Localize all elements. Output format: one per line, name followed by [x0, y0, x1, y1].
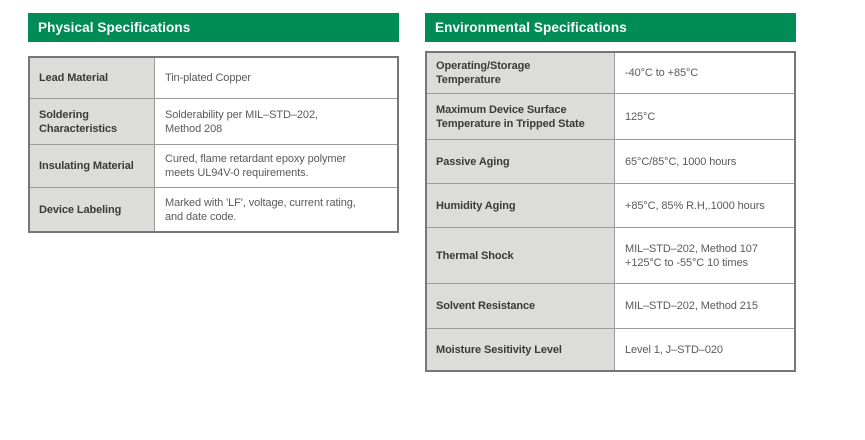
spec-value-cell: Level 1, J–STD–020 [625, 343, 723, 356]
spec-value-cell: -40°C to +85°C [625, 67, 699, 79]
spec-value-cell: +85°C, 85% R.H,.1000 hours [625, 199, 765, 212]
spec-value-cell: Cured, flame retardant epoxy polymer mee… [165, 153, 347, 179]
spec-label-cell: Device Labeling [30, 188, 155, 231]
spec-value-cell: Marked with 'LF', voltage, current ratin… [165, 196, 356, 223]
spec-value-cell: 125°C [625, 110, 656, 123]
table-row: Lead Material Tin-plated Copper [30, 58, 397, 98]
physical-specifications-section: Physical Specifications Lead Material Ti… [28, 13, 399, 233]
spec-label-cell: Solvent Resistance [427, 284, 615, 328]
spec-value-cell: Tin-plated Copper [165, 72, 251, 84]
table-row: Device Labeling Marked with 'LF', voltag… [30, 187, 397, 231]
environmental-specifications-header: Environmental Specifications [425, 13, 796, 42]
table-row: Passive Aging 65°C/85°C, 1000 hours [427, 139, 794, 183]
spec-label-cell: Thermal Shock [427, 228, 615, 283]
spec-label-cell: Operating/Storage Temperature [427, 53, 615, 93]
environmental-specifications-title: Environmental Specifications [435, 20, 627, 35]
physical-specifications-header: Physical Specifications [28, 13, 399, 42]
physical-specifications-table: Lead Material Tin-plated Copper Solderin… [28, 56, 399, 233]
table-row: Operating/Storage Temperature -40°C to +… [427, 53, 794, 93]
physical-specifications-title: Physical Specifications [38, 20, 191, 35]
table-row: Humidity Aging +85°C, 85% R.H,.1000 hour… [427, 183, 794, 227]
spec-value-cell: MIL–STD–202, Method 215 [625, 300, 758, 312]
spec-label-cell: Humidity Aging [427, 184, 615, 227]
spec-label-cell: Lead Material [30, 58, 155, 98]
table-row: Insulating Material Cured, flame retarda… [30, 144, 397, 187]
spec-value-cell: 65°C/85°C, 1000 hours [625, 155, 737, 168]
table-row: Soldering Characteristics Solderability … [30, 98, 397, 144]
spec-label-cell: Moisture Sesitivity Level [427, 329, 615, 370]
spec-label-cell: Soldering Characteristics [30, 99, 155, 144]
spec-value-cell: MIL–STD–202, Method 107 +125°C to -55°C … [625, 242, 758, 269]
table-row: Thermal Shock MIL–STD–202, Method 107 +1… [427, 227, 794, 283]
table-row: Moisture Sesitivity Level Level 1, J–STD… [427, 328, 794, 370]
environmental-specifications-section: Environmental Specifications Operating/S… [425, 13, 796, 372]
table-row: Maximum Device Surface Temperature in Tr… [427, 93, 794, 139]
spec-label-cell: Insulating Material [30, 145, 155, 187]
spec-label-cell: Passive Aging [427, 140, 615, 183]
environmental-specifications-table: Operating/Storage Temperature -40°C to +… [425, 51, 796, 372]
table-row: Solvent Resistance MIL–STD–202, Method 2… [427, 283, 794, 328]
spec-value-cell: Solderability per MIL–STD–202, Method 20… [165, 108, 318, 135]
spec-label-cell: Maximum Device Surface Temperature in Tr… [427, 94, 615, 139]
